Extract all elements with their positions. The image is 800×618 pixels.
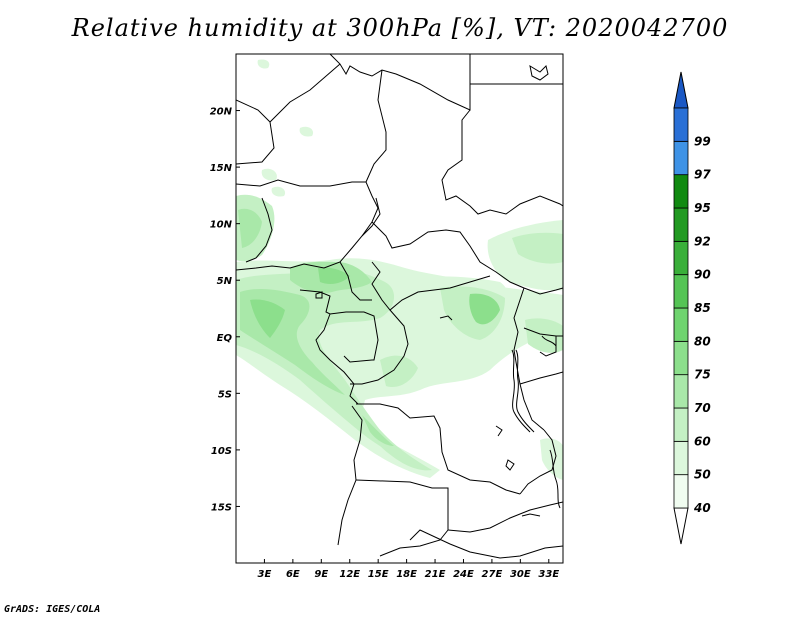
colorbar-label: 50 — [694, 468, 711, 482]
colorbar-swatch — [673, 307, 689, 342]
colorbar-label: 99 — [694, 134, 711, 148]
colorbar-swatch — [673, 140, 689, 176]
boundary-line-34 — [439, 315, 453, 321]
boundary-line-12 — [339, 261, 372, 301]
colorbar-swatch — [673, 474, 689, 509]
y-tick-label: 10N — [210, 220, 233, 231]
colorbar-label: 70 — [694, 401, 711, 415]
humidity-area-zambia — [540, 438, 563, 480]
colorbar-swatch — [673, 240, 689, 276]
colorbar-label: 97 — [694, 168, 711, 182]
humidity-speck-2 — [299, 126, 314, 137]
colorbar: 40 50 60 70 75 80 85 90 92 95 97 99 — [673, 71, 711, 545]
y-tick-label: 5S — [218, 389, 232, 400]
boundary-line-17 — [337, 405, 363, 546]
boundary-line-10 — [371, 221, 563, 295]
humidity-area-coast-core — [250, 299, 285, 338]
boundary-line-23 — [519, 371, 563, 385]
y-tick-label: 5N — [217, 276, 233, 287]
boundary-line-14 — [315, 313, 359, 405]
colorbar-label: 40 — [693, 501, 711, 515]
colorbar-swatch — [673, 207, 689, 242]
x-tick-label: 15E — [368, 569, 389, 580]
y-tick-label: 20N — [210, 107, 233, 118]
humidity-area-angola-core — [362, 415, 394, 446]
humidity-shading — [236, 59, 563, 480]
humidity-speck-1 — [257, 59, 270, 69]
credit-label: GrADS: IGES/COLA — [4, 604, 101, 615]
boundary-line-26 — [511, 349, 531, 433]
boundary-line-21 — [513, 287, 545, 431]
x-tick-label: 9E — [314, 569, 328, 580]
colorbar-swatch — [673, 340, 689, 376]
colorbar-label: 85 — [694, 301, 711, 315]
map-frame — [235, 53, 564, 564]
colorbar-label: 92 — [694, 234, 711, 248]
map-axes: 3E 6E 9E 12E 15E 18E 21E 24E 27E 30E 33E 20N 15N 10N 5… — [210, 107, 560, 580]
y-tick-label: 15S — [211, 502, 232, 513]
boundary-line-24 — [539, 336, 557, 357]
x-tick-label: 6E — [286, 569, 300, 580]
y-tick-label: 10S — [211, 446, 232, 457]
boundary-line-15 — [350, 309, 409, 385]
humidity-area-lakes — [525, 318, 563, 353]
boundary-line-29 — [541, 335, 557, 347]
colorbar-swatch — [673, 440, 689, 476]
x-tick-label: 27E — [482, 569, 503, 580]
x-tick-label: 3E — [258, 569, 272, 580]
boundary-line-19 — [447, 501, 563, 533]
colorbar-label: 80 — [694, 334, 711, 348]
boundary-line-20 — [519, 429, 557, 495]
boundary-line-35 — [315, 291, 323, 299]
boundary-line-16 — [356, 403, 521, 495]
y-tick-label: 15N — [210, 163, 233, 174]
x-tick-label: 12E — [339, 569, 360, 580]
humidity-area-dr-congo — [380, 355, 418, 388]
boundary-line-9 — [361, 197, 381, 237]
colorbar-swatch — [673, 374, 689, 409]
boundary-line-3 — [269, 63, 341, 123]
humidity-speck-4 — [271, 186, 286, 197]
boundary-line-31 — [521, 513, 541, 517]
colorbar-label: 60 — [694, 434, 711, 448]
boundary-line-18 — [355, 479, 449, 557]
humidity-area-nigeria-core — [318, 267, 350, 284]
boundary-line-25 — [409, 529, 563, 559]
boundary-line-6 — [441, 109, 563, 215]
boundary-line-11 — [371, 261, 491, 311]
colorbar-swatch — [673, 174, 689, 209]
boundary-line-8 — [245, 197, 273, 263]
x-tick-label: 24E — [453, 569, 474, 580]
boundary-line-13 — [299, 289, 379, 363]
boundary-line-27 — [515, 349, 535, 433]
colorbar-top-arrow — [673, 71, 689, 109]
boundary-line-2 — [236, 99, 275, 165]
x-tick-label: 21E — [425, 569, 446, 580]
boundary-line-4 — [365, 69, 387, 183]
boundary-line-22 — [523, 327, 563, 337]
boundary-line-1 — [329, 54, 471, 111]
map-title: Relative humidity at 300hPa [%], VT: 202… — [71, 14, 729, 42]
colorbar-swatch — [673, 407, 689, 442]
boundary-line-28 — [549, 449, 561, 509]
colorbar-swatch — [673, 107, 689, 142]
x-tick-label: 33E — [538, 569, 559, 580]
colorbar-label: 95 — [694, 201, 711, 215]
humidity-area-central-core — [469, 293, 500, 325]
boundary-line-33 — [495, 425, 503, 437]
humidity-speck-3 — [261, 168, 277, 181]
colorbar-swatch — [673, 274, 689, 309]
colorbar-bottom-arrow — [673, 507, 689, 545]
humidity-area-east-mid — [512, 232, 563, 264]
x-tick-label: 30E — [510, 569, 531, 580]
x-tick-label: 18E — [396, 569, 417, 580]
colorbar-label: 75 — [694, 368, 711, 382]
humidity-area-guinea-core — [238, 208, 262, 248]
y-tick-label: EQ — [217, 333, 233, 344]
boundary-line-32 — [505, 459, 515, 471]
country-boundaries — [236, 54, 563, 559]
boundary-line-30 — [529, 64, 549, 81]
colorbar-label: 90 — [694, 268, 711, 282]
